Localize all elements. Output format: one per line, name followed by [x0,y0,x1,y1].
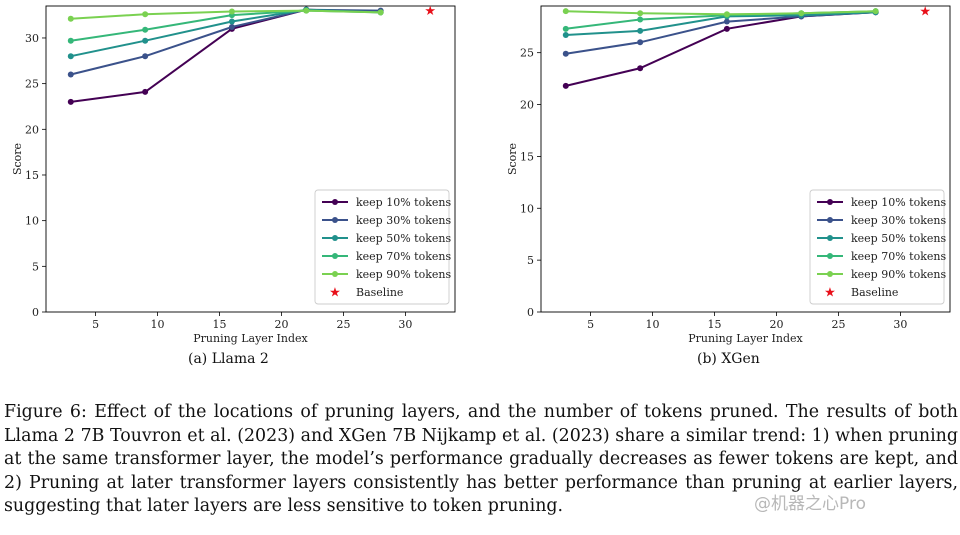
data-point [723,11,730,18]
x-axis-label: Pruning Layer Index [688,332,803,345]
y-axis-label: Score [506,143,519,175]
legend: keep 10% tokens keep 30% tokens keep 50% t… [314,189,451,305]
data-point [637,39,644,46]
x-tick-label: 30 [398,318,412,331]
legend-marker [827,235,833,241]
x-tick-label: 5 [587,318,594,331]
plot-frame [540,5,951,313]
data-point [723,25,730,32]
legend-marker [827,217,833,223]
data-point [637,16,644,23]
x-tick-label: 10 [151,318,165,331]
legend-label: keep 70% tokens [851,250,946,263]
data-point [67,71,74,78]
watermark: @机器之心Pro [754,494,866,514]
x-tick-label: 20 [769,318,783,331]
legend-label: Baseline [851,286,898,299]
x-tick-label: 25 [831,318,845,331]
x-tick-label: 20 [274,318,288,331]
chart-xgen: 5 10 15 20 25 30 0 5 10 15 20 25 Pruning Layer Index… [506,5,951,345]
x-tick-label: 25 [336,318,350,331]
x-tick-label: 15 [708,318,722,331]
legend-baseline-marker: ★ [329,286,341,301]
legend-baseline-marker: ★ [824,286,836,301]
y-tick-label: 5 [32,260,39,273]
legend-marker [827,199,833,205]
data-point [562,25,569,32]
y-tick-label: 0 [32,306,39,319]
x-axis-label: Pruning Layer Index [193,332,308,345]
data-point [228,18,235,25]
y-tick-label: 10 [25,215,39,228]
y-tick-label: 10 [520,202,534,215]
x-tick-label: 5 [92,318,99,331]
series-line-5 [70,9,381,20]
data-point [142,88,149,95]
legend-marker [827,253,833,259]
x-tick-label: 30 [893,318,907,331]
y-tick-label: 30 [25,32,39,45]
x-tick-label: 15 [213,318,227,331]
y-tick-label: 15 [520,150,534,163]
legend-label: keep 30% tokens [851,214,946,227]
legend-label: Baseline [356,286,403,299]
y-tick-label: 0 [527,306,534,319]
data-point [67,53,74,60]
data-point [872,8,879,15]
data-point [67,37,74,44]
legend-label: keep 50% tokens [851,232,946,245]
data-point [637,65,644,72]
data-point [228,24,235,31]
data-point [142,11,149,18]
series-line-2 [70,8,381,76]
y-axis-label: Score [11,143,24,175]
y-tick-label: 20 [25,123,39,136]
y-tick-label: 5 [527,254,534,267]
data-point [303,7,310,14]
y-tick-label: 25 [520,47,534,60]
legend-box [809,189,945,305]
legend-marker [332,217,338,223]
data-point [377,9,384,16]
data-point [228,8,235,15]
legend-marker [332,253,338,259]
y-tick-label: 15 [25,169,39,182]
legend-label: keep 10% tokens [851,196,946,209]
legend-label: keep 10% tokens [356,196,451,209]
legend-label: keep 50% tokens [356,232,451,245]
y-tick-label: 20 [520,99,534,112]
legend-label: keep 30% tokens [356,214,451,227]
data-point [67,98,74,105]
data-point [562,8,569,15]
legend-label: keep 90% tokens [851,268,946,281]
data-point [67,15,74,22]
legend-marker [827,271,833,277]
legend-marker [332,271,338,277]
data-point [798,10,805,17]
legend-box [314,189,450,305]
data-point [723,18,730,25]
plot-frame [45,5,456,313]
legend-label: keep 90% tokens [356,268,451,281]
legend-label: keep 70% tokens [356,250,451,263]
subcaption-xgen: (b) XGen [697,351,760,367]
legend-marker [332,199,338,205]
data-point [142,37,149,44]
data-point [637,27,644,34]
subcaption-llama2: (a) Llama 2 [188,351,269,367]
baseline-marker: ★ [424,4,436,19]
y-tick-label: 25 [25,78,39,91]
data-point [637,10,644,17]
chart-llama2: 5 10 15 20 25 30 0 5 10 15 20 25 30 Pruning Layer Ind… [11,4,456,345]
x-tick-label: 10 [646,318,660,331]
figure-caption: Figure 6: Effect of the locations of pru… [4,402,958,516]
legend-marker [332,235,338,241]
baseline-marker: ★ [919,5,931,20]
data-point [562,82,569,89]
legend: keep 10% tokens keep 30% tokens keep 50% t… [809,189,946,305]
data-point [142,26,149,33]
data-point [142,53,149,60]
data-point [562,50,569,57]
data-point [562,32,569,39]
